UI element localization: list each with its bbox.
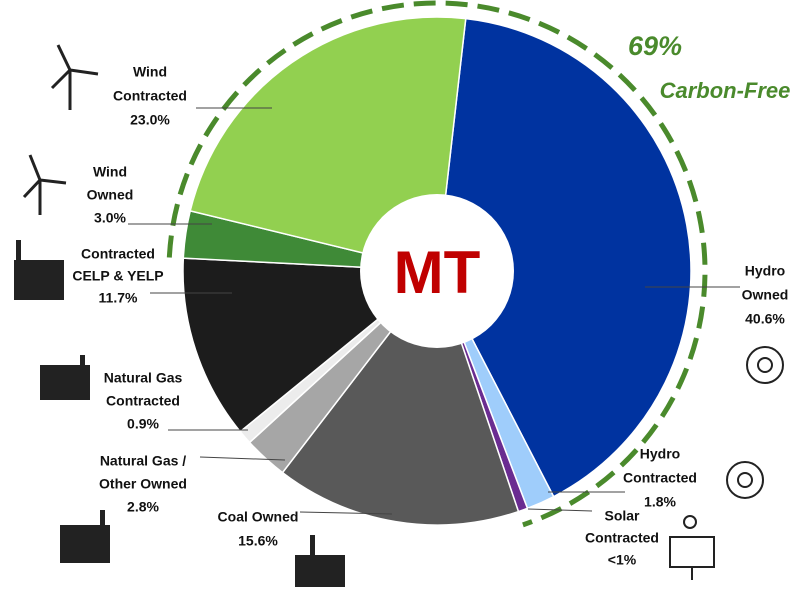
leader-line [527, 508, 593, 512]
value-label: 1.8% [644, 494, 676, 510]
slice-label: Wind [93, 164, 127, 180]
slice-label: Other Owned [99, 476, 187, 492]
slice-label: Contracted [81, 246, 155, 262]
solar-icon [669, 515, 715, 580]
slice-label: Natural Gas [104, 370, 183, 386]
slice-label: Contracted [585, 530, 659, 546]
leader-line [199, 456, 286, 461]
wind-icon [50, 44, 99, 110]
wind-icon [22, 154, 67, 215]
hydro-icon [746, 346, 784, 384]
center-label: MT [394, 239, 481, 306]
factory-icon [60, 510, 110, 563]
factory-icon [40, 355, 90, 400]
slice-label: Owned [742, 287, 789, 303]
factory-icon [14, 240, 64, 300]
slice-label: Contracted [113, 88, 187, 104]
slice-label: Solar [604, 508, 640, 524]
value-label: 15.6% [238, 533, 278, 549]
icons [14, 44, 784, 587]
annotation: 69% [628, 31, 682, 61]
value-label: 0.9% [127, 416, 159, 432]
value-label: 2.8% [127, 499, 159, 515]
value-label: <1% [608, 552, 637, 568]
carbon-free-ring [166, 0, 708, 528]
slice-label: Natural Gas / [100, 453, 186, 469]
value-label: 23.0% [130, 112, 170, 128]
slice-label: Hydro [745, 263, 785, 279]
slice-label: Coal Owned [218, 509, 299, 525]
slice-label: Contracted [623, 470, 697, 486]
value-label: 40.6% [745, 311, 785, 327]
leader-line [299, 511, 393, 515]
center-circle [360, 194, 514, 348]
slice-label: CELP & YELP [72, 268, 163, 284]
pie-slice [281, 269, 520, 526]
annotation-label: Carbon-Free [660, 78, 791, 103]
slice-label: Hydro [640, 446, 680, 462]
pie-slice [436, 17, 692, 498]
factory-icon [295, 535, 345, 587]
value-label: 3.0% [94, 210, 126, 226]
slice-label: Owned [87, 187, 134, 203]
slice-label: Contracted [106, 393, 180, 409]
value-label: 11.7% [99, 290, 138, 306]
hydro-icon [726, 461, 764, 499]
slice-label: Wind [133, 64, 167, 80]
